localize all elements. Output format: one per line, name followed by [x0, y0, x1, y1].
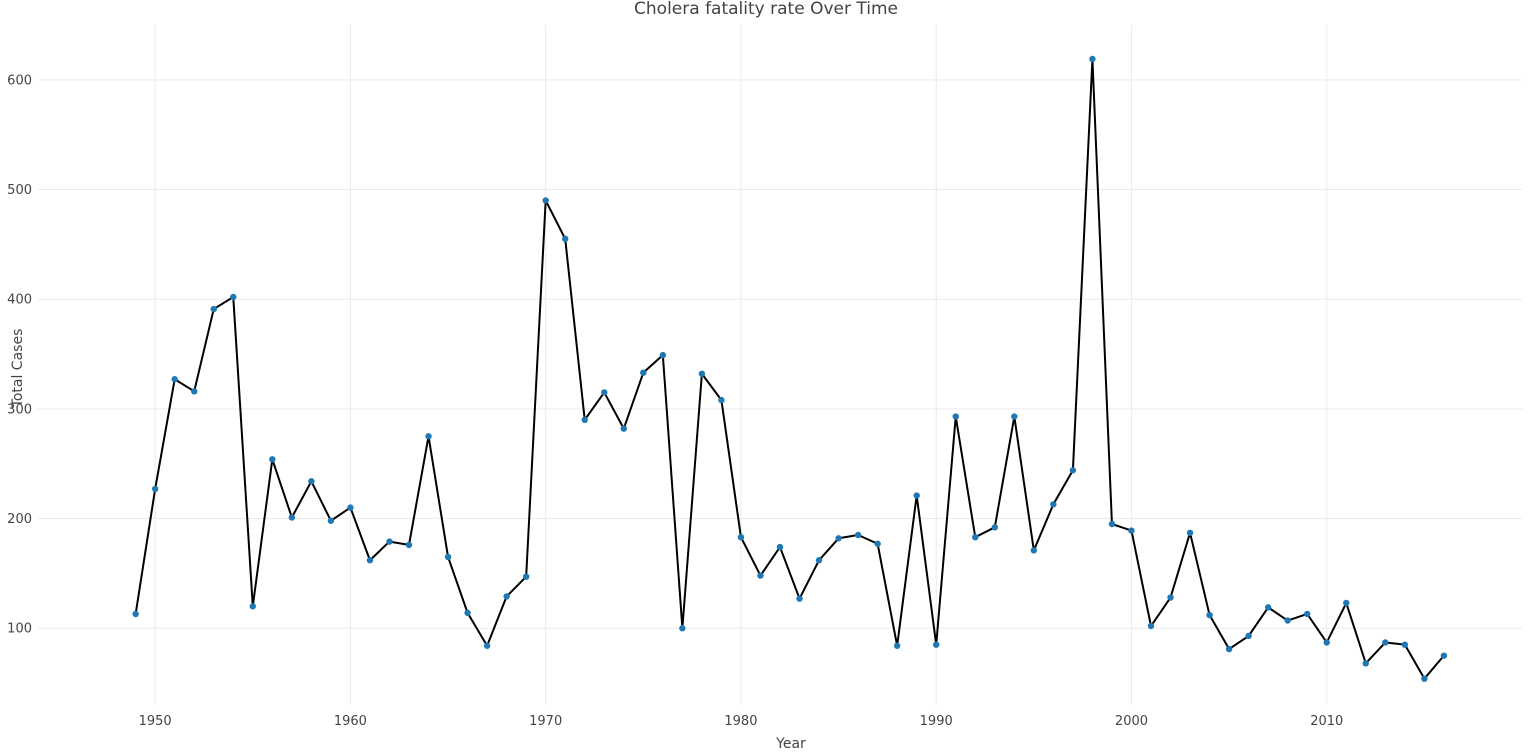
data-point[interactable]	[640, 369, 647, 376]
data-point[interactable]	[230, 293, 237, 301]
data-point[interactable]	[269, 456, 276, 463]
data-point[interactable]	[893, 642, 901, 649]
series-layer	[132, 55, 1448, 682]
data-point[interactable]	[1362, 660, 1369, 667]
y-tick-label: 400	[7, 293, 32, 308]
data-point[interactable]	[1343, 599, 1350, 607]
data-point[interactable]	[249, 603, 256, 610]
data-point[interactable]	[171, 376, 178, 383]
data-point[interactable]	[327, 517, 335, 524]
data-point[interactable]	[464, 609, 471, 617]
data-point[interactable]	[679, 625, 686, 632]
data-point[interactable]	[1382, 639, 1389, 646]
x-axis-title: Year	[775, 736, 806, 752]
data-point[interactable]	[347, 504, 354, 511]
data-point[interactable]	[522, 573, 530, 580]
data-point[interactable]	[1069, 467, 1077, 474]
y-tick-label: 100	[7, 622, 32, 637]
data-point[interactable]	[1401, 641, 1409, 648]
y-tick-label: 200	[7, 512, 32, 527]
data-point[interactable]	[1264, 604, 1272, 611]
data-point[interactable]	[132, 610, 139, 618]
data-point[interactable]	[815, 557, 823, 564]
data-point[interactable]	[503, 593, 510, 600]
data-point[interactable]	[1011, 413, 1018, 420]
x-tick-label: 2010	[1310, 714, 1343, 729]
data-point[interactable]	[210, 305, 217, 313]
data-point[interactable]	[405, 541, 413, 549]
tick-labels: 1950 1960 1970 1980 1990 2000 2010 100 200 300 400…	[7, 73, 1343, 729]
data-point[interactable]	[366, 557, 374, 564]
data-point[interactable]	[991, 524, 998, 531]
data-point[interactable]	[562, 235, 569, 243]
data-point[interactable]	[425, 433, 432, 440]
data-point[interactable]	[933, 641, 940, 648]
data-point[interactable]	[835, 535, 842, 542]
data-point[interactable]	[1245, 632, 1252, 640]
x-tick-label: 1980	[724, 714, 757, 729]
data-point[interactable]	[952, 413, 959, 420]
data-point[interactable]	[620, 425, 627, 432]
data-point[interactable]	[854, 531, 862, 539]
data-point[interactable]	[698, 370, 706, 377]
data-point[interactable]	[1147, 622, 1155, 630]
data-point[interactable]	[972, 533, 979, 541]
x-tick-label: 1970	[529, 714, 562, 729]
data-point[interactable]	[1128, 527, 1135, 534]
data-point[interactable]	[913, 492, 920, 499]
data-point[interactable]	[581, 416, 588, 424]
data-point[interactable]	[1323, 639, 1330, 646]
x-tick-label: 2000	[1115, 714, 1148, 729]
data-point[interactable]	[1108, 520, 1116, 528]
data-point[interactable]	[874, 540, 881, 547]
x-tick-label: 1990	[920, 714, 953, 729]
data-point[interactable]	[1304, 610, 1311, 618]
chart-title: Cholera fatality rate Over Time	[634, 0, 898, 19]
data-point[interactable]	[542, 197, 549, 204]
data-point[interactable]	[659, 351, 667, 359]
data-point[interactable]	[1284, 617, 1291, 624]
x-tick-label: 1960	[334, 714, 367, 729]
data-point[interactable]	[1421, 675, 1428, 682]
data-point[interactable]	[151, 485, 159, 493]
data-point[interactable]	[483, 642, 491, 649]
data-point[interactable]	[288, 514, 296, 521]
data-point[interactable]	[796, 595, 803, 602]
y-axis-title: Total Cases	[10, 329, 26, 409]
data-point[interactable]	[718, 396, 725, 404]
data-point[interactable]	[757, 572, 764, 579]
data-point[interactable]	[1050, 501, 1057, 508]
data-point[interactable]	[1089, 55, 1096, 63]
data-point[interactable]	[1206, 611, 1213, 619]
data-point[interactable]	[1167, 594, 1174, 601]
data-point[interactable]	[1030, 547, 1038, 554]
data-point[interactable]	[386, 538, 393, 545]
y-tick-label: 600	[7, 73, 32, 88]
data-point[interactable]	[776, 543, 784, 551]
y-tick-label: 500	[7, 183, 32, 198]
data-point[interactable]	[308, 478, 315, 485]
data-point[interactable]	[191, 388, 198, 395]
x-tick-label: 1950	[139, 714, 172, 729]
data-point[interactable]	[444, 553, 452, 561]
data-point[interactable]	[1186, 529, 1194, 537]
data-point[interactable]	[601, 389, 608, 396]
y-tick-label: 300	[7, 402, 32, 417]
grid-layer	[38, 25, 1522, 705]
data-point[interactable]	[1225, 645, 1233, 653]
series-line	[134, 58, 1445, 680]
data-point[interactable]	[737, 533, 745, 541]
data-point[interactable]	[1440, 652, 1448, 659]
